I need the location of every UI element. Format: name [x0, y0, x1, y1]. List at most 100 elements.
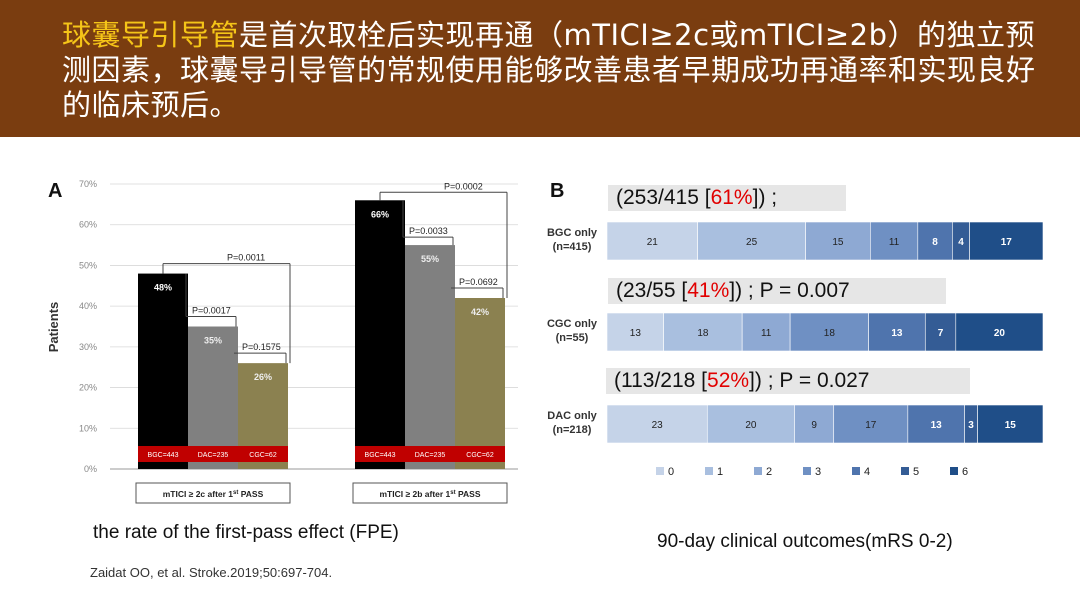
row-n: (n=218): [552, 424, 592, 436]
bar-n-label: CGC=62: [249, 452, 277, 459]
group-label-box: [352, 482, 508, 504]
bar-value-label: 48%: [154, 283, 172, 293]
legend-label: 0: [668, 466, 674, 478]
segment-label: 11: [889, 237, 900, 248]
bar-n-band: [405, 446, 455, 462]
bar-value-label: 26%: [254, 372, 272, 382]
y-tick-label: 30%: [79, 342, 97, 352]
result-percent: 41%: [687, 279, 730, 302]
y-tick-label: 40%: [79, 301, 97, 311]
panel-b-label: B: [550, 180, 565, 202]
bar-n-band: [455, 446, 505, 462]
y-tick-label: 20%: [79, 383, 97, 393]
group-label: mTICI ≥ 2b after 1st PASS: [379, 489, 480, 499]
segment-label: 15: [832, 237, 844, 248]
chart-a: Patients 0% 10% 20% 30% 40% 50% 60% 70% BGC=443 48…: [46, 179, 518, 504]
bar-value-label: 55%: [421, 254, 439, 264]
row-n: (n=55): [555, 332, 589, 344]
bar-n-band: [138, 446, 188, 462]
legend-swatch: [754, 467, 762, 475]
result-pvalue: ]) ;: [752, 186, 778, 209]
group-label: mTICI ≥ 2c after 1st PASS: [163, 489, 264, 499]
segment-label: 13: [931, 420, 943, 431]
row-label: DAC only (n=218): [538, 409, 606, 437]
segment-label: 20: [745, 420, 757, 431]
banner-highlight: 球囊导引导管: [62, 18, 240, 52]
segment-label: 8: [932, 237, 938, 248]
banner-text: 球囊导引导管是首次取栓后实现再通（mTICI≥2c或mTICI≥2b）的独立预测…: [62, 18, 1052, 123]
segment: [977, 405, 1043, 443]
segment-label: 3: [968, 420, 974, 431]
row-name: CGC only: [546, 318, 598, 330]
legend-label: 5: [913, 466, 919, 478]
citation: Zaidat OO, et al. Stroke.2019;50:697-704…: [90, 565, 333, 580]
p-value: P=0.0033: [409, 226, 448, 236]
result-count: (113/218 [: [614, 369, 708, 392]
bar-n-label: BGC=443: [365, 452, 396, 459]
group-label-box: [135, 482, 291, 504]
y-tick-label: 60%: [79, 220, 97, 230]
legend-label: 3: [815, 466, 821, 478]
segment-label: 4: [958, 237, 964, 248]
segment-label: 7: [938, 328, 944, 339]
y-tick-label: 10%: [79, 423, 97, 433]
segment-label: 13: [630, 328, 642, 339]
legend-label: 6: [962, 466, 968, 478]
result-pvalue: ]) ; P = 0.007: [729, 279, 850, 302]
bar: [455, 298, 505, 469]
segment-label: 9: [811, 420, 817, 431]
p-value: P=0.0002: [444, 181, 483, 191]
segment: [969, 222, 1043, 260]
segment: [868, 313, 926, 351]
y-tick-label: 0%: [84, 464, 97, 474]
row-n: (n=415): [552, 241, 592, 253]
result-banner: (113/218 [52%]) ; P = 0.027: [606, 368, 970, 394]
segment-label: 23: [652, 420, 664, 431]
panel-a-label: A: [48, 180, 63, 202]
panel-a-caption: the rate of the first-pass effect (FPE): [93, 522, 399, 543]
legend-swatch: [901, 467, 909, 475]
result-count: (23/55 [: [616, 279, 688, 302]
panel-b-caption: 90-day clinical outcomes(mRS 0-2): [657, 531, 953, 552]
bar-n-band: [238, 446, 288, 462]
legend-swatch: [803, 467, 811, 475]
y-tick-label: 50%: [79, 260, 97, 270]
result-banner: (253/415 [61%]) ;: [608, 185, 846, 211]
segment-label: 21: [647, 237, 659, 248]
legend-swatch: [852, 467, 860, 475]
segment-label: 17: [1001, 237, 1013, 248]
p-value: P=0.1575: [242, 342, 281, 352]
row-label: CGC only (n=55): [538, 317, 606, 345]
title-banner: 球囊导引导管是首次取栓后实现再通（mTICI≥2c或mTICI≥2b）的独立预测…: [0, 0, 1080, 137]
segment: [833, 405, 909, 443]
segment-label: 17: [865, 420, 877, 431]
legend-swatch: [656, 467, 664, 475]
segment-label: 25: [746, 237, 758, 248]
p-value: P=0.0011: [227, 253, 265, 263]
bar-n-band: [188, 446, 238, 462]
legend-swatch: [950, 467, 958, 475]
segment-label: 20: [994, 328, 1006, 339]
bar: [138, 273, 188, 469]
result-banner: (23/55 [41%]) ; P = 0.007: [608, 278, 946, 304]
segment-label: 13: [891, 328, 903, 339]
row-name: BGC only: [546, 227, 598, 239]
y-tick-label: 70%: [79, 179, 97, 189]
row-name: DAC only: [547, 410, 597, 422]
result-percent: 52%: [707, 369, 750, 392]
segment: [741, 313, 791, 351]
bar-n-label: DAC=235: [198, 452, 229, 459]
banner-body: 是首次取栓后实现再通（mTICI≥2c或mTICI≥2b）的独立预测因素，球囊导…: [62, 18, 1036, 122]
bar: [188, 326, 238, 469]
stacked-bar: 13 18 11 18 13 7 20: [607, 313, 1043, 351]
bar-n-label: CGC=62: [466, 452, 494, 459]
result-pvalue: ]) ; P = 0.027: [749, 369, 870, 392]
p-value: P=0.0017: [192, 306, 231, 316]
row-label: BGC only (n=415): [538, 226, 606, 254]
segment: [697, 222, 806, 260]
bar-n-band: [355, 446, 405, 462]
y-axis-label: Patients: [46, 302, 61, 353]
bar: [355, 200, 405, 470]
result-percent: 61%: [710, 186, 753, 209]
segment: [789, 313, 869, 351]
